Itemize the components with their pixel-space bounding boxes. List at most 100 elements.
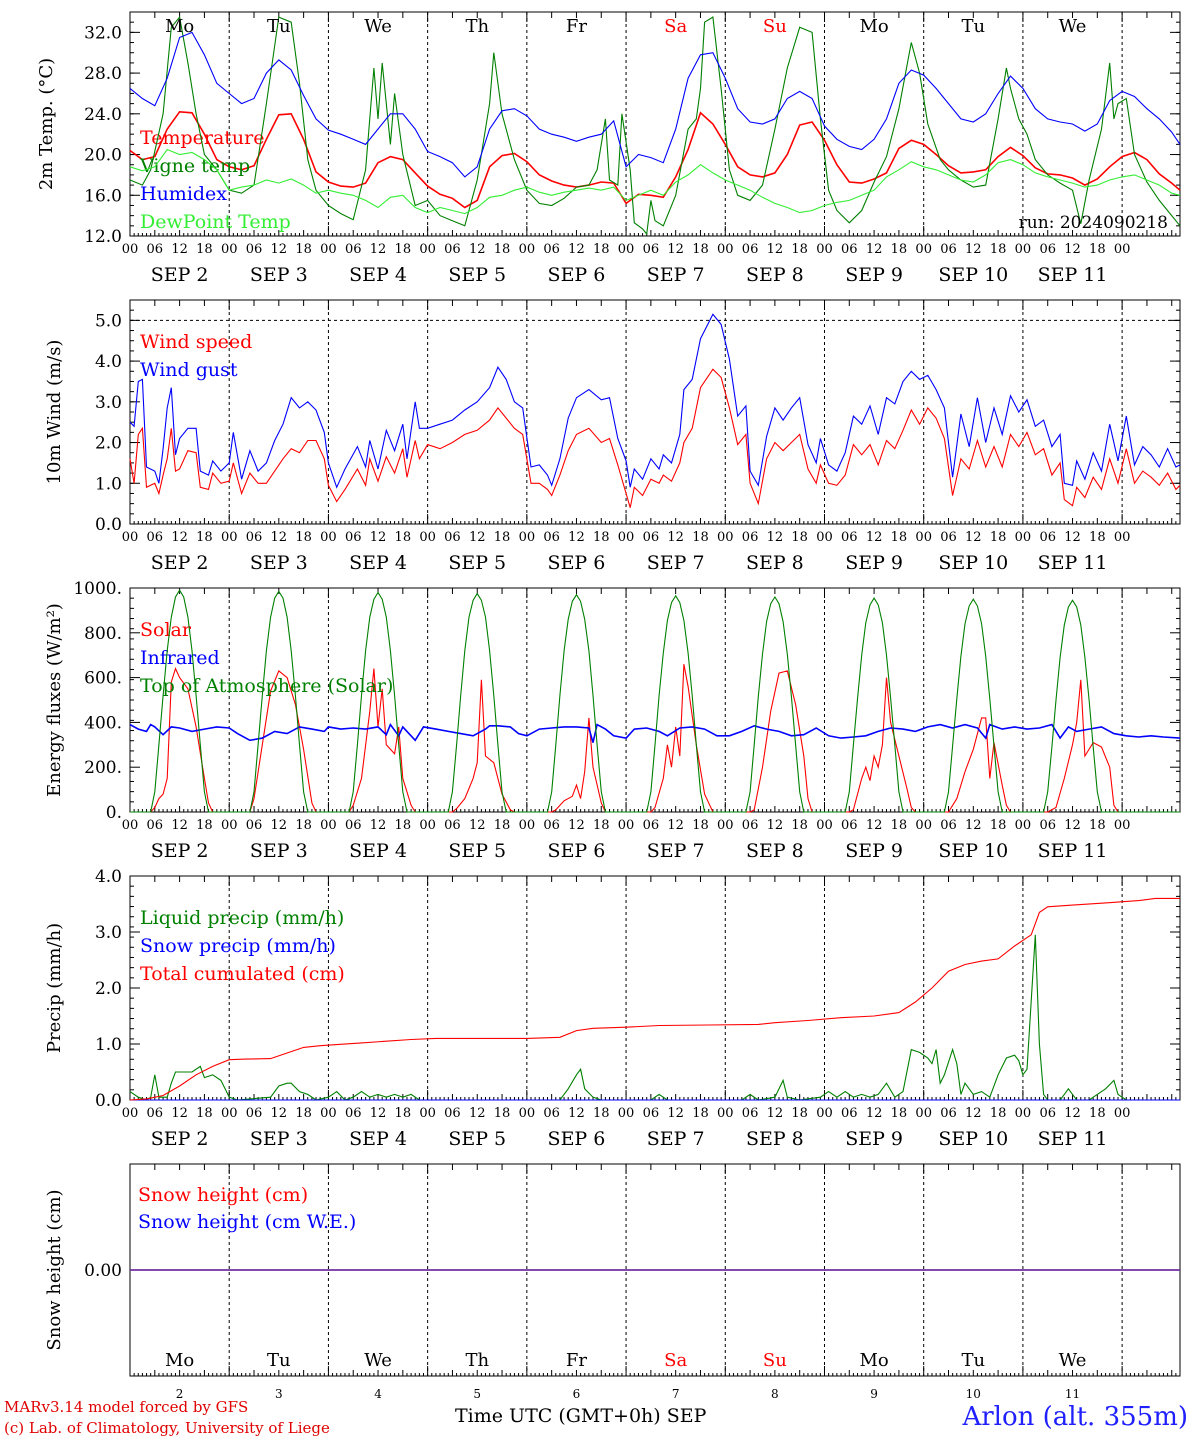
x-date-label: SEP 2 xyxy=(151,552,209,574)
x-hour-label: 18 xyxy=(990,530,1007,545)
x-hour-label: 00 xyxy=(320,818,337,833)
x-hour-label: 06 xyxy=(841,242,858,257)
x-hour-label: 12 xyxy=(370,818,387,833)
x-date-label: SEP 8 xyxy=(746,552,804,574)
x-hour-label: 00 xyxy=(519,1106,536,1121)
x-hour-label: 18 xyxy=(196,818,213,833)
x-hour-label: 06 xyxy=(940,530,957,545)
legend-entry: Total cumulated (cm) xyxy=(140,963,345,985)
x-hour-label: 18 xyxy=(295,1106,312,1121)
series-line-1 xyxy=(130,664,1180,813)
x-hour-label: 06 xyxy=(841,530,858,545)
series-line-1 xyxy=(129,368,1181,508)
x-hour-label: 06 xyxy=(543,242,560,257)
x-hour-label: 06 xyxy=(940,1106,957,1121)
x-date-label: SEP 4 xyxy=(349,1128,407,1150)
x-hour-label: 00 xyxy=(618,530,635,545)
x-date-label: SEP 2 xyxy=(151,264,209,286)
weekday-label: We xyxy=(1059,16,1087,37)
x-hour-label: 00 xyxy=(618,1106,635,1121)
x-hour-label: 18 xyxy=(692,818,709,833)
x-hour-label: 18 xyxy=(494,1106,511,1121)
weekday-label: We xyxy=(1059,1350,1087,1371)
x-date-label: SEP 10 xyxy=(938,264,1008,286)
x-hour-label: 06 xyxy=(1039,818,1056,833)
x-hour-label: 00 xyxy=(320,1106,337,1121)
x-hour-label: 18 xyxy=(1089,1106,1106,1121)
x-axis-month: SEP xyxy=(666,1405,707,1427)
x-hour-label: 18 xyxy=(692,242,709,257)
x-date-label: SEP 11 xyxy=(1038,840,1108,862)
legend-entry: Snow height (cm W.E.) xyxy=(138,1211,356,1233)
x-hour-label: 12 xyxy=(271,530,288,545)
legend-entry: Top of Atmosphere (Solar) xyxy=(140,675,393,697)
x-hour-label: 18 xyxy=(692,1106,709,1121)
x-hour-label: 06 xyxy=(643,1106,660,1121)
x-hour-label: 06 xyxy=(246,1106,263,1121)
x-axis-title: Time UTC (GMT+0h) SEP xyxy=(455,1405,706,1427)
x-hour-label: 12 xyxy=(866,818,883,833)
x-hour-label: 00 xyxy=(419,530,436,545)
model-credit-line: MARv3.14 model forced by GFS xyxy=(4,1398,249,1416)
x-hour-label: 06 xyxy=(643,530,660,545)
x-hour-label: 18 xyxy=(791,242,808,257)
weekday-label: Th xyxy=(465,1350,489,1371)
x-date-label: SEP 10 xyxy=(938,1128,1008,1150)
x-hour-label: 12 xyxy=(171,1106,188,1121)
day-number-label: 7 xyxy=(672,1387,680,1401)
x-hour-label: 06 xyxy=(940,242,957,257)
y-tick-label: 2.0 xyxy=(95,979,122,999)
x-hour-label: 00 xyxy=(816,818,833,833)
x-hour-label: 12 xyxy=(667,530,684,545)
lab-credit-line: (c) Lab. of Climatology, University of L… xyxy=(4,1419,330,1437)
x-hour-label: 06 xyxy=(246,530,263,545)
weekday-label: Mo xyxy=(859,16,888,37)
x-hour-label: 18 xyxy=(1089,530,1106,545)
x-hour-label: 18 xyxy=(990,818,1007,833)
x-hour-label: 18 xyxy=(1089,818,1106,833)
x-date-label: SEP 6 xyxy=(548,552,606,574)
legend-entry: Liquid precip (mm/h) xyxy=(140,907,344,929)
x-date-label: SEP 7 xyxy=(647,1128,705,1150)
y-tick-label: 200. xyxy=(84,758,122,778)
x-hour-label: 06 xyxy=(1039,1106,1056,1121)
weekday-label: Su xyxy=(763,1350,787,1371)
series-line-1 xyxy=(129,934,1180,1101)
x-hour-label: 12 xyxy=(171,242,188,257)
y-tick-label: 20.0 xyxy=(84,146,122,166)
x-hour-label: 18 xyxy=(692,530,709,545)
legend-entry: Snow precip (mm/h) xyxy=(140,935,336,957)
x-hour-label: 18 xyxy=(891,1106,908,1121)
panel-4: 0.0 1.0 2.0 3.0 4.0 Precip (mm/h) Liquid preci… xyxy=(44,867,1181,1150)
x-date-label: SEP 6 xyxy=(548,1128,606,1150)
x-date-label: SEP 9 xyxy=(845,840,903,862)
x-hour-label: 18 xyxy=(494,530,511,545)
day-number-label: 10 xyxy=(966,1387,981,1401)
x-hour-label: 00 xyxy=(419,818,436,833)
x-hour-label: 00 xyxy=(915,242,932,257)
x-date-label: SEP 4 xyxy=(349,264,407,286)
weekday-label: Tu xyxy=(962,1350,986,1371)
series-line-3 xyxy=(130,589,1180,813)
x-date-label: SEP 5 xyxy=(448,264,506,286)
y-tick-label: 0.00 xyxy=(84,1261,122,1281)
y-tick-label: 24.0 xyxy=(84,105,122,125)
x-hour-label: 06 xyxy=(742,530,759,545)
x-hour-label: 12 xyxy=(171,818,188,833)
panel-2: 0.0 1.0 2.0 3.0 4.0 5.0 10m Wind (m/s) Wind spe… xyxy=(44,299,1181,574)
x-hour-label: 12 xyxy=(866,530,883,545)
x-hour-label: 18 xyxy=(494,242,511,257)
x-hour-label: 00 xyxy=(1015,1106,1032,1121)
station-label: Arlon (alt. 355m) xyxy=(962,1402,1188,1432)
x-hour-label: 00 xyxy=(717,242,734,257)
x-hour-label: 00 xyxy=(915,818,932,833)
weekday-label: Sa xyxy=(664,1350,687,1371)
x-date-label: SEP 5 xyxy=(448,1128,506,1150)
y-tick-label: 32.0 xyxy=(84,23,122,43)
y-axis-label: 2m Temp. (°C) xyxy=(36,58,57,190)
y-tick-label: 1.0 xyxy=(95,1035,122,1055)
day-number-label: 5 xyxy=(473,1387,481,1401)
x-date-label: SEP 9 xyxy=(845,264,903,286)
x-axis-title-text: Time UTC (GMT+0h) xyxy=(455,1405,661,1427)
